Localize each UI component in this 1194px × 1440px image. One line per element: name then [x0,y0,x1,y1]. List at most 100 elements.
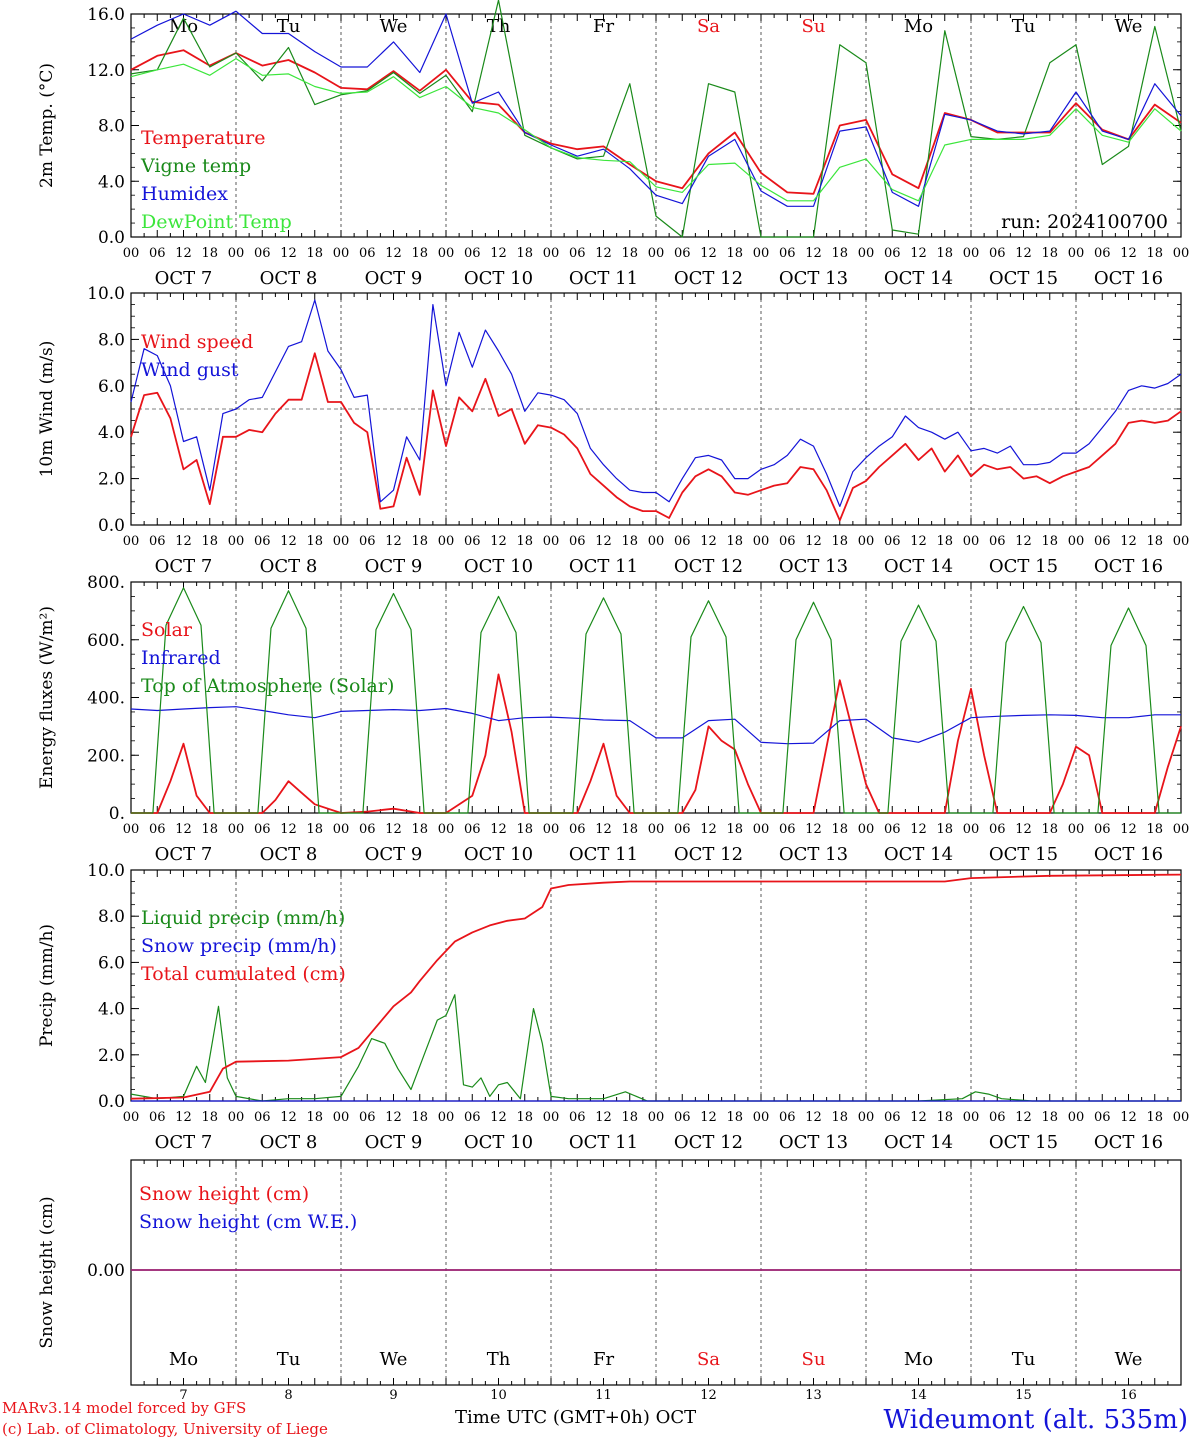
hour-tick-label: 00 [753,1110,770,1125]
date-label: OCT 7 [155,556,213,577]
date-label: OCT 15 [989,556,1058,577]
day-of-week-label: Su [802,1349,826,1370]
day-of-week-label: We [1115,16,1143,37]
y-tick-label: 10.0 [87,861,125,881]
y-tick-label: 800. [87,573,125,593]
date-label: OCT 8 [260,268,318,289]
hour-tick-label: 12 [385,822,402,837]
date-label: OCT 16 [1094,844,1163,865]
legend-entry: Wind speed [141,331,253,353]
date-label: OCT 9 [365,1132,423,1153]
hour-tick-label: 12 [595,1110,612,1125]
hour-tick-label: 06 [1094,1110,1111,1125]
date-label: OCT 11 [569,268,638,289]
hour-tick-label: 06 [989,822,1006,837]
day-of-week-label: Th [487,1349,511,1370]
date-label: OCT 8 [260,556,318,577]
hour-tick-label: 00 [333,822,350,837]
hour-tick-label: 06 [359,1110,376,1125]
hour-tick-label: 18 [831,822,848,837]
hour-tick-label: 12 [700,822,717,837]
date-label: OCT 7 [155,1132,213,1153]
day-of-week-label: Sa [697,1349,720,1370]
hour-tick-label: 00 [1173,1110,1190,1125]
hour-tick-label: 06 [149,534,166,549]
date-label: OCT 15 [989,1132,1058,1153]
series-line-vigne-temp [130,0,1182,238]
hour-tick-label: 12 [280,1110,297,1125]
footer-copyright-text: (c) Lab. of Climatology, University of L… [2,1420,328,1438]
hour-tick-label: 06 [149,1110,166,1125]
day-of-week-label: Mo [169,1349,198,1370]
hour-tick-label: 06 [254,822,271,837]
hour-tick-label: 06 [464,822,481,837]
hour-tick-label: 12 [595,822,612,837]
date-label: OCT 16 [1094,1132,1163,1153]
date-label: OCT 15 [989,268,1058,289]
time-axis-title: Time UTC (GMT+0h) OCT [455,1407,696,1428]
legend-entry: Temperature [141,127,265,149]
day-number-label: 11 [595,1388,612,1403]
hour-tick-label: 12 [1120,246,1137,261]
day-number-label: 8 [284,1388,292,1403]
hour-tick-label: 06 [989,246,1006,261]
date-label: OCT 13 [779,1132,848,1153]
hour-tick-label: 00 [333,1110,350,1125]
hour-tick-label: 00 [543,1110,560,1125]
series-line-top-of-atmosphere-solar- [131,587,1181,814]
hour-tick-label: 06 [149,822,166,837]
date-label: OCT 16 [1094,268,1163,289]
day-number-label: 10 [490,1388,507,1403]
hour-tick-label: 00 [963,246,980,261]
hour-tick-label: 18 [201,822,218,837]
hour-tick-label: 12 [700,1110,717,1125]
y-axis-label: Snow height (cm) [37,1196,57,1348]
date-label: OCT 16 [1094,556,1163,577]
y-tick-label: 4.0 [98,1000,125,1020]
hour-tick-label: 12 [175,822,192,837]
y-tick-label: 10.0 [87,284,125,304]
hour-tick-label: 06 [674,246,691,261]
y-tick-label: 2.0 [98,1046,125,1066]
y-tick-label: 4.0 [98,423,125,443]
hour-tick-label: 18 [306,822,323,837]
hour-tick-label: 12 [1120,1110,1137,1125]
hour-tick-label: 18 [831,534,848,549]
hour-tick-label: 06 [674,534,691,549]
y-tick-label: 0. [109,804,125,824]
hour-tick-label: 06 [989,534,1006,549]
hour-tick-label: 12 [490,822,507,837]
footer: MARv3.14 model forced by GFS (c) Lab. of… [2,1399,1188,1438]
y-tick-label: 600. [87,631,125,651]
hour-tick-label: 00 [1173,822,1190,837]
hour-tick-label: 00 [1068,1110,1085,1125]
date-label: OCT 12 [674,844,743,865]
y-tick-label: 400. [87,689,125,709]
panel-2: 0.0 2.0 4.0 6.0 8.0 10.0 10m Wind (m/s) 00 06 12 1… [37,284,1189,577]
day-number-label: 9 [389,1388,397,1403]
hour-tick-label: 06 [359,246,376,261]
hour-tick-label: 18 [411,1110,428,1125]
footer-model-text: MARv3.14 model forced by GFS [2,1399,246,1417]
hour-tick-label: 18 [831,246,848,261]
date-label: OCT 14 [884,1132,953,1153]
hour-tick-label: 12 [805,246,822,261]
hour-tick-label: 00 [753,534,770,549]
hour-tick-label: 18 [726,1110,743,1125]
hour-tick-label: 00 [1068,246,1085,261]
date-label: OCT 9 [365,556,423,577]
date-label: OCT 10 [464,1132,533,1153]
hour-tick-label: 12 [1015,822,1032,837]
hour-tick-label: 12 [175,534,192,549]
day-of-week-label: Mo [904,1349,933,1370]
hour-tick-label: 18 [831,1110,848,1125]
hour-tick-label: 00 [963,534,980,549]
date-label: OCT 14 [884,844,953,865]
day-number-label: 15 [1015,1388,1032,1403]
date-label: OCT 11 [569,1132,638,1153]
hour-tick-label: 18 [516,822,533,837]
hour-tick-label: 18 [1041,246,1058,261]
date-label: OCT 13 [779,556,848,577]
date-label: OCT 10 [464,844,533,865]
hour-tick-label: 06 [989,1110,1006,1125]
